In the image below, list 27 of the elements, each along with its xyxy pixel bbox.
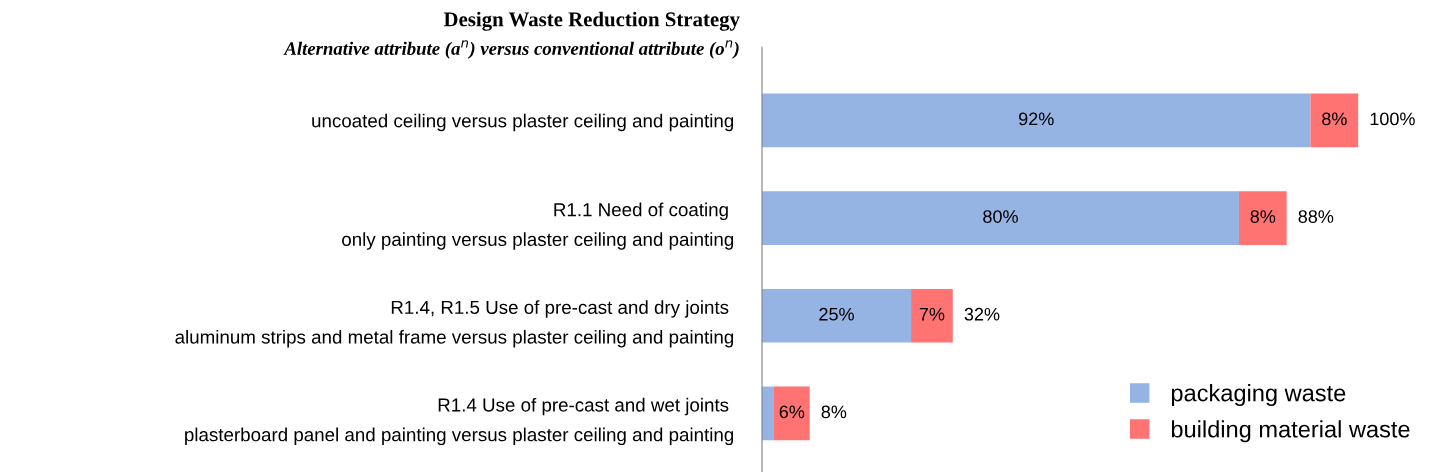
legend-label: packaging waste xyxy=(1171,384,1346,407)
bar xyxy=(773,386,810,441)
total-label: 100% xyxy=(1370,112,1415,126)
bar xyxy=(1310,93,1359,148)
bar xyxy=(762,93,1311,148)
y-tick-label: R1.4 Use of pre-cast and wet joints plasterboard panel and painting versus plaster ceiling and painting xyxy=(185,397,734,446)
legend-label: building material waste xyxy=(1171,420,1410,443)
data-label: 8% xyxy=(1250,210,1276,223)
bar xyxy=(762,191,1239,245)
y-tick-label: uncoated ceiling versus plaster ceiling and painting xyxy=(312,113,734,132)
data-label: 80% xyxy=(983,210,1018,223)
bar xyxy=(911,288,953,343)
data-label: 92% xyxy=(1019,112,1054,126)
y-tick-label: R1.4, R1.5 Use of pre-cast and dry joints aluminum strips and metal frame versus plaster ceiling and painting xyxy=(175,300,734,348)
data-label: 25% xyxy=(819,307,854,321)
bar xyxy=(1238,191,1287,245)
text: Alternative attribute (a$^{n}$) versus conventional attribute (o$^{n}$) xyxy=(283,40,739,59)
total-label: 8% xyxy=(821,405,847,419)
data-label: 6% xyxy=(779,405,805,419)
bar xyxy=(762,386,774,441)
data-label: 8% xyxy=(1322,112,1347,126)
total-label: 32% xyxy=(964,307,1000,321)
text: Design Waste Reduction Strategy xyxy=(443,11,740,31)
y-tick-label: R1.1 Need of coating only painting versus plaster ceiling and painting xyxy=(342,202,734,250)
total-label: 88% xyxy=(1298,210,1334,223)
data-label: 7% xyxy=(919,307,945,321)
bar xyxy=(762,288,912,343)
